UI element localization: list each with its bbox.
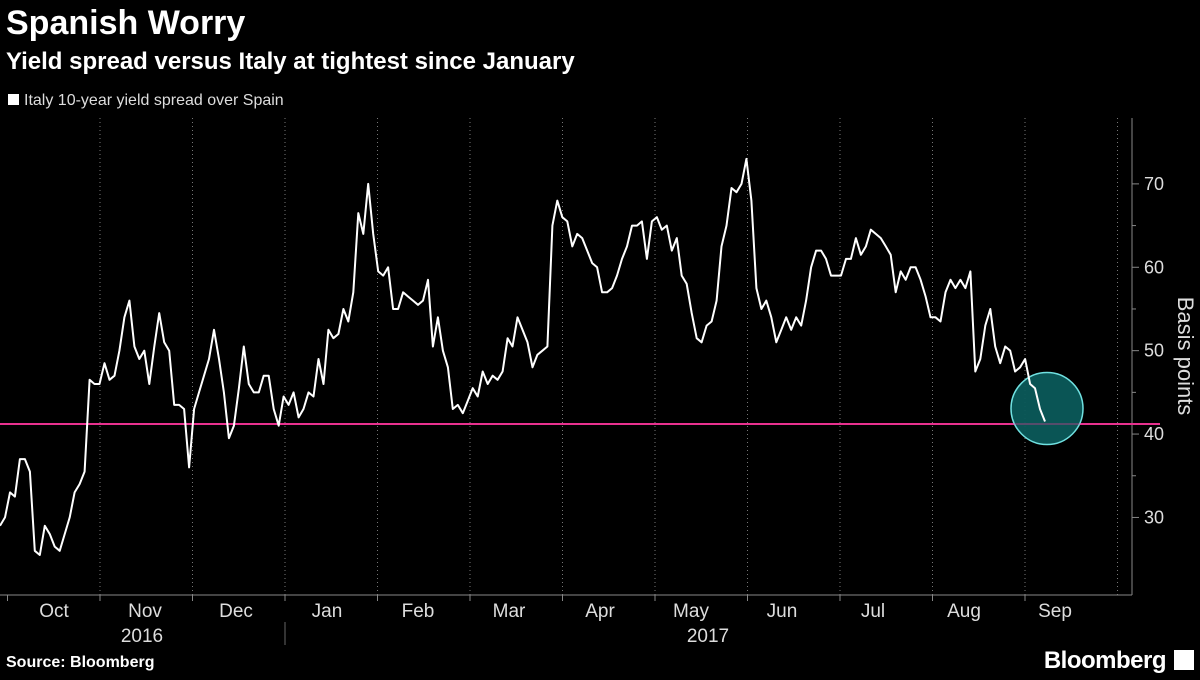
x-tick-label: Jan bbox=[312, 601, 343, 622]
x-tick-label: May bbox=[673, 601, 709, 622]
source: Source: Bloomberg bbox=[6, 654, 154, 671]
y-tick-label: 30 bbox=[1144, 507, 1164, 527]
year-label: 2017 bbox=[687, 626, 729, 647]
x-tick-label: Jul bbox=[861, 601, 885, 622]
x-tick-label: Dec bbox=[219, 601, 253, 622]
y-tick-label: 70 bbox=[1144, 174, 1164, 194]
x-tick-label: Apr bbox=[585, 601, 615, 622]
x-tick-label: Feb bbox=[402, 601, 435, 622]
y-tick-label: 40 bbox=[1144, 424, 1164, 444]
chart-title: Spanish Worry bbox=[6, 4, 245, 42]
highlight-circle bbox=[1010, 371, 1084, 446]
y-tick-label: 60 bbox=[1144, 257, 1164, 277]
x-tick-label: Sep bbox=[1038, 601, 1072, 622]
brand-icon bbox=[1174, 650, 1194, 670]
x-tick-label: Oct bbox=[39, 601, 69, 622]
legend-label: Italy 10-year yield spread over Spain bbox=[24, 92, 284, 109]
y-axis-label: Basis points bbox=[1173, 297, 1198, 416]
y-tick-label: 50 bbox=[1144, 341, 1164, 361]
brand: Bloomberg bbox=[1044, 647, 1166, 674]
x-tick-label: Aug bbox=[947, 601, 981, 622]
series-line bbox=[0, 157, 1046, 556]
x-tick-label: Jun bbox=[767, 601, 798, 622]
chart-subtitle: Yield spread versus Italy at tightest si… bbox=[6, 48, 575, 75]
x-tick-label: Mar bbox=[493, 601, 526, 622]
year-label: 2016 bbox=[121, 626, 163, 647]
legend-swatch bbox=[8, 94, 19, 105]
x-tick-label: Nov bbox=[128, 601, 162, 622]
